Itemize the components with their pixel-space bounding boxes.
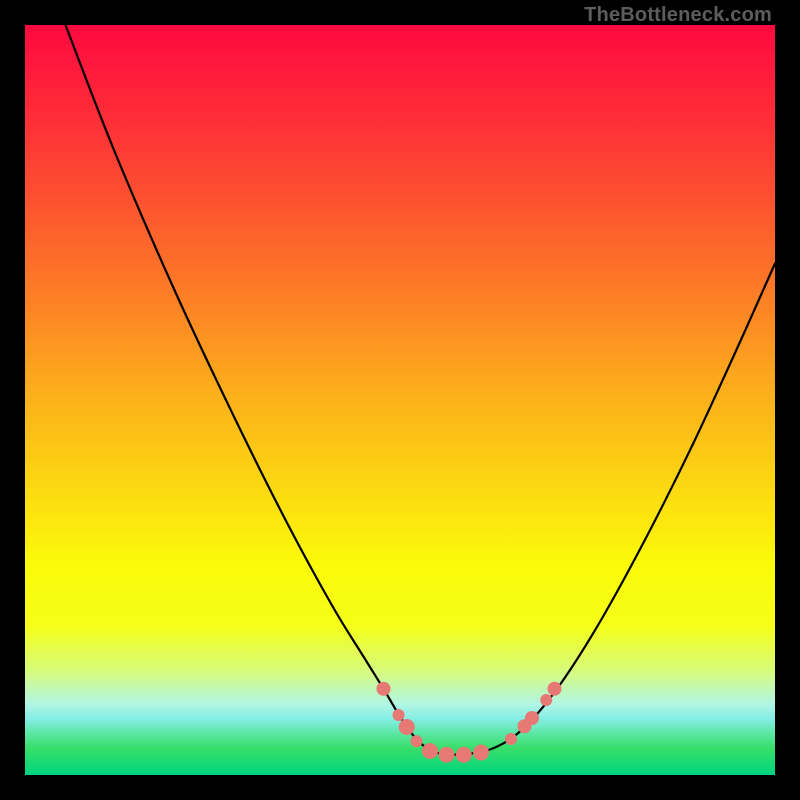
data-marker — [377, 682, 391, 696]
data-marker — [505, 733, 517, 745]
data-marker — [540, 694, 552, 706]
data-marker — [439, 747, 455, 763]
watermark-text: TheBottleneck.com — [584, 4, 772, 27]
data-marker — [525, 711, 539, 725]
data-marker — [456, 747, 472, 763]
data-marker — [411, 735, 423, 747]
chart-frame: TheBottleneck.com — [0, 0, 800, 800]
data-marker — [393, 709, 405, 721]
plot-area — [25, 25, 775, 775]
bottleneck-curve — [25, 25, 775, 775]
data-marker — [548, 682, 562, 696]
data-marker — [399, 719, 415, 735]
data-marker — [473, 745, 489, 761]
data-marker — [422, 743, 438, 759]
